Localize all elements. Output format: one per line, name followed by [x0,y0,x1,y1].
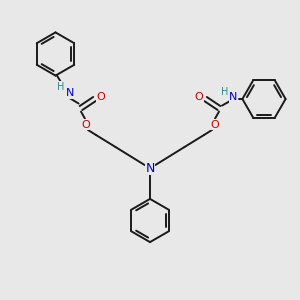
Text: O: O [210,119,219,130]
Text: H: H [57,82,64,92]
Text: N: N [145,161,155,175]
Text: N: N [229,92,238,103]
Text: O: O [97,92,106,103]
Text: O: O [194,92,203,103]
Text: O: O [81,119,90,130]
Text: N: N [65,88,74,98]
Text: H: H [221,87,228,98]
